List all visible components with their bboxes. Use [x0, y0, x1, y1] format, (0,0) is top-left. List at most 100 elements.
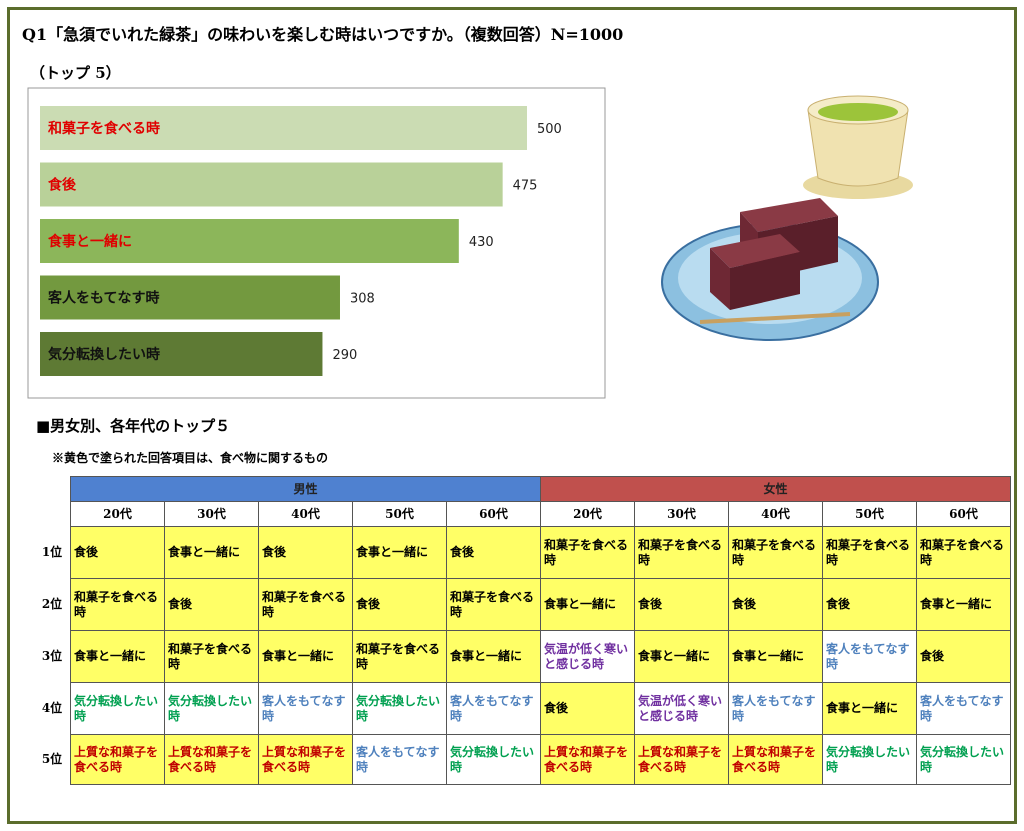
table-cell: 上質な和菓子を食べる時: [258, 734, 353, 785]
table-cell: 食後: [258, 526, 353, 579]
table-cell: 上質な和菓子を食べる時: [164, 734, 259, 785]
table-cell: 上質な和菓子を食べる時: [634, 734, 729, 785]
age-header: 20代: [540, 501, 635, 527]
table-cell: 和菓子を食べる時: [540, 526, 635, 579]
bar: [40, 106, 527, 150]
rank-label: 5位: [41, 752, 63, 766]
table-cell: 客人をもてなす時: [258, 682, 353, 735]
table-cell: 食事と一緒に: [258, 630, 353, 683]
table-cell: 和菓子を食べる時: [258, 578, 353, 631]
table-row: 4位 気分転換したい時 気分転換したい時 客人をもてなす時 気分転換したい時 客人をもてな…: [34, 682, 1011, 735]
table-cell: 和菓子を食べる時: [728, 526, 823, 579]
value-label: 475: [513, 179, 538, 194]
table-row: 1位 食後 食事と一緒に 食後 食事と一緒に 食後 和菓子を食べる時 和菓子を食べる時 和菓子を…: [34, 526, 1011, 579]
table-cell: 気分転換したい時: [446, 734, 541, 785]
table-cell: 食後: [822, 578, 917, 631]
tea-illustration: [661, 95, 913, 341]
bar: [40, 162, 503, 207]
bar: [40, 332, 323, 376]
group-header: 女性: [540, 476, 1011, 502]
section-heading: ■男女別、各年代のトップ５: [36, 417, 230, 435]
bar-label: 客人をもてなす時: [47, 290, 159, 307]
frame: [7, 7, 1017, 824]
bar-label: 食後: [48, 177, 77, 194]
chart-subtitle: （トップ 5）: [30, 64, 121, 82]
rank-label: 3位: [41, 649, 63, 663]
rank-label: 1位: [41, 545, 63, 559]
table-cell: 食事と一緒に: [728, 630, 823, 683]
table-cell: 食事と一緒に: [540, 578, 635, 631]
table-cell: 気温が低く寒いと感じる時: [540, 630, 635, 683]
table-cell: 客人をもてなす時: [916, 682, 1011, 735]
table-cell: 食事と一緒に: [70, 630, 165, 683]
bar-label: 食事と一緒に: [48, 233, 132, 250]
table-row: 3位 食事と一緒に 和菓子を食べる時 食事と一緒に 和菓子を食べる時 食事と一緒に 気温が低…: [34, 630, 1011, 683]
age-header: 30代: [164, 501, 259, 527]
table-row: 2位 和菓子を食べる時 食後 和菓子を食べる時 食後 和菓子を食べる時 食事と一緒に 食後 食後…: [34, 578, 1011, 631]
table-cell: 和菓子を食べる時: [352, 630, 447, 683]
value-label: 430: [469, 235, 494, 250]
table-cell: 客人をもてなす時: [446, 682, 541, 735]
age-header: 40代: [258, 501, 353, 527]
table-cell: 上質な和菓子を食べる時: [70, 734, 165, 785]
bar: [40, 219, 459, 263]
table-cell: 食事と一緒に: [164, 526, 259, 579]
table-cell: 和菓子を食べる時: [446, 578, 541, 631]
table-cell: 気分転換したい時: [822, 734, 917, 785]
value-label: 308: [350, 292, 375, 307]
table-row: 20代 30代 40代 50代 60代 20代 30代 40代 50代 60代: [34, 501, 1011, 527]
bar: [40, 275, 340, 320]
table-cell: 客人をもてなす時: [822, 630, 917, 683]
table-cell: 気温が低く寒いと感じる時: [634, 682, 729, 735]
table-cell: 和菓子を食べる時: [164, 630, 259, 683]
table-cell: 和菓子を食べる時: [916, 526, 1011, 579]
corner: [34, 502, 71, 527]
table-cell: 気分転換したい時: [70, 682, 165, 735]
table-cell: 気分転換したい時: [916, 734, 1011, 785]
table-cell: 食後: [916, 630, 1011, 683]
table-row: 男性 女性: [34, 476, 1011, 502]
table-cell: 食後: [728, 578, 823, 631]
value-label: 500: [537, 122, 562, 137]
age-header: 20代: [70, 501, 165, 527]
ranking-table: 男性 女性 20代 30代 40代 50代 60代 20代 30代 40代 50代 60代 1位 食後 食事…: [34, 476, 1011, 785]
bar-label: 和菓子を食べる時: [48, 120, 160, 137]
chart-title: Q1「急須でいれた緑茶」の味わいを楽しむ時はいつですか。（複数回答）N=1000: [22, 25, 623, 44]
table-cell: 気分転換したい時: [352, 682, 447, 735]
age-header: 60代: [446, 501, 541, 527]
table-cell: 食後: [164, 578, 259, 631]
table-cell: 食後: [352, 578, 447, 631]
age-header: 30代: [634, 501, 729, 527]
table-cell: 和菓子を食べる時: [822, 526, 917, 579]
table-cell: 食事と一緒に: [446, 630, 541, 683]
table-cell: 食事と一緒に: [916, 578, 1011, 631]
table-cell: 客人をもてなす時: [352, 734, 447, 785]
table-cell: 客人をもてなす時: [728, 682, 823, 735]
age-header: 60代: [916, 501, 1011, 527]
section-note: ※黄色で塗られた回答項目は、食べ物に関するもの: [52, 450, 328, 465]
table-cell: 食後: [446, 526, 541, 579]
table-cell: 上質な和菓子を食べる時: [728, 734, 823, 785]
value-label: 290: [332, 348, 357, 363]
table-cell: 食後: [540, 682, 635, 735]
rank-label: 2位: [41, 597, 63, 611]
age-header: 40代: [728, 501, 823, 527]
table-cell: 食後: [70, 526, 165, 579]
table-row: 5位 上質な和菓子を食べる時 上質な和菓子を食べる時 上質な和菓子を食べる時 客人をもて…: [34, 734, 1011, 785]
group-header: 男性: [70, 476, 541, 502]
table-cell: 食事と一緒に: [352, 526, 447, 579]
table-cell: 食事と一緒に: [822, 682, 917, 735]
table-cell: 食後: [634, 578, 729, 631]
rank-label: 4位: [41, 701, 63, 715]
bar-label: 気分転換したい時: [48, 346, 160, 363]
table-cell: 和菓子を食べる時: [634, 526, 729, 579]
age-header: 50代: [822, 501, 917, 527]
table-cell: 気分転換したい時: [164, 682, 259, 735]
table-cell: 上質な和菓子を食べる時: [540, 734, 635, 785]
table-cell: 食事と一緒に: [634, 630, 729, 683]
corner: [34, 477, 71, 502]
age-header: 50代: [352, 501, 447, 527]
table-cell: 和菓子を食べる時: [70, 578, 165, 631]
